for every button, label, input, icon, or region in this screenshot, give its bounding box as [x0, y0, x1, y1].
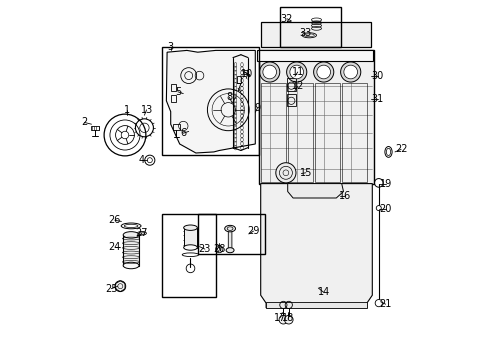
- Circle shape: [316, 65, 330, 79]
- Text: 30: 30: [371, 71, 383, 81]
- Bar: [279, 7, 340, 47]
- Text: 22: 22: [394, 144, 407, 154]
- Text: 25: 25: [105, 284, 117, 294]
- Circle shape: [284, 315, 292, 324]
- Ellipse shape: [225, 248, 234, 253]
- Circle shape: [340, 62, 360, 82]
- Polygon shape: [166, 50, 255, 153]
- Bar: [162, 47, 258, 155]
- Circle shape: [259, 62, 279, 82]
- Text: 9: 9: [254, 103, 260, 113]
- Ellipse shape: [123, 232, 139, 238]
- Circle shape: [286, 62, 306, 82]
- Text: 1: 1: [124, 105, 130, 115]
- Circle shape: [375, 206, 381, 211]
- Circle shape: [115, 281, 125, 292]
- Circle shape: [374, 300, 382, 307]
- Text: 5: 5: [174, 87, 181, 97]
- Bar: [287, 83, 312, 182]
- Text: 28: 28: [213, 244, 225, 254]
- Bar: [170, 84, 176, 91]
- Text: 24: 24: [108, 242, 121, 252]
- Text: 18: 18: [282, 312, 294, 323]
- Text: 21: 21: [379, 299, 391, 309]
- Text: 33: 33: [298, 28, 310, 38]
- Text: 2: 2: [81, 117, 87, 127]
- Bar: [260, 22, 370, 47]
- Text: 20: 20: [379, 204, 391, 214]
- Polygon shape: [228, 230, 231, 249]
- Bar: [341, 83, 366, 182]
- Text: 6: 6: [180, 128, 186, 138]
- Text: 10: 10: [241, 69, 253, 79]
- Text: 29: 29: [247, 226, 259, 236]
- Bar: [162, 214, 215, 297]
- Text: 27: 27: [135, 228, 148, 238]
- Bar: [197, 214, 265, 254]
- Bar: [314, 83, 339, 182]
- Polygon shape: [260, 184, 371, 308]
- Bar: [286, 94, 295, 106]
- Text: 13: 13: [140, 105, 152, 115]
- Text: 14: 14: [317, 287, 329, 297]
- Ellipse shape: [183, 225, 197, 230]
- Text: 31: 31: [371, 94, 383, 104]
- Circle shape: [275, 163, 295, 183]
- Text: 11: 11: [291, 67, 303, 77]
- Bar: [236, 76, 241, 83]
- Text: 3: 3: [167, 42, 173, 52]
- Bar: [172, 124, 180, 130]
- Bar: [183, 228, 197, 248]
- Circle shape: [289, 65, 303, 79]
- Bar: [258, 50, 373, 184]
- Bar: [260, 83, 285, 182]
- Bar: [170, 95, 176, 102]
- Ellipse shape: [224, 225, 235, 232]
- Text: 4: 4: [139, 155, 144, 165]
- Ellipse shape: [183, 245, 197, 250]
- Bar: [286, 78, 295, 91]
- Bar: [257, 50, 373, 61]
- Text: 8: 8: [226, 92, 232, 102]
- Polygon shape: [287, 184, 343, 198]
- Text: 16: 16: [339, 191, 351, 201]
- Text: 7: 7: [234, 83, 241, 93]
- Text: 32: 32: [280, 14, 293, 24]
- Text: 26: 26: [108, 215, 121, 225]
- Bar: [265, 302, 366, 308]
- Circle shape: [313, 62, 333, 82]
- Text: 15: 15: [299, 168, 311, 178]
- Text: 12: 12: [291, 81, 304, 91]
- Text: 17: 17: [274, 312, 286, 323]
- Circle shape: [279, 315, 287, 324]
- Bar: [123, 235, 139, 266]
- Bar: [243, 70, 248, 74]
- Text: 23: 23: [198, 244, 211, 254]
- Ellipse shape: [123, 262, 139, 269]
- Circle shape: [343, 65, 357, 79]
- Circle shape: [263, 65, 276, 79]
- Text: 19: 19: [379, 179, 391, 189]
- Bar: [91, 126, 99, 130]
